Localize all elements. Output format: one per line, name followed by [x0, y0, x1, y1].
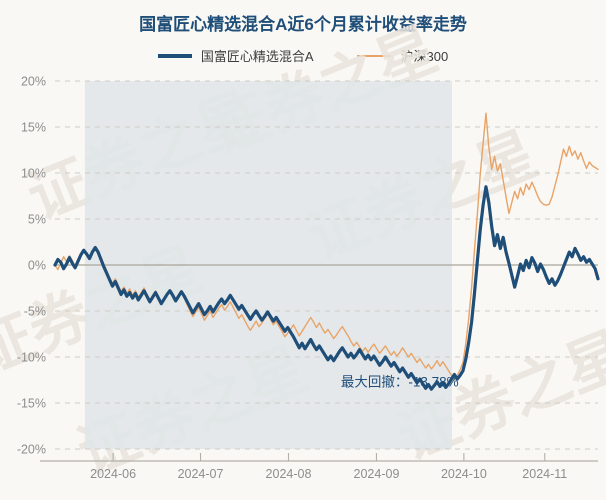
legend-label-fund: 国富匠心精选混合A — [200, 49, 314, 64]
x-axis-tick-label: 2024-07 — [178, 467, 224, 481]
gridlines — [40, 80, 598, 462]
x-axis-labels: 2024-06 2024-07 2024-08 2024-09 2024-10 2024-… — [90, 453, 567, 481]
x-axis-tick-label: 2024-10 — [441, 467, 487, 481]
page-title: 国富匠心精选混合A近6个月累计收益率走势 — [139, 15, 467, 34]
y-axis-labels: 20% 15% 10% 5% 0% -5% -10% -15% -20% — [17, 75, 46, 457]
legend-label-index: 沪深300 — [400, 49, 449, 64]
legend-swatch-index-icon — [357, 54, 392, 57]
y-axis-tick-label: 0% — [28, 259, 46, 273]
x-axis-tick-label: 2024-09 — [354, 467, 400, 481]
y-axis-tick-label: 10% — [21, 167, 46, 181]
y-axis-tick-label: -10% — [17, 351, 46, 365]
x-axis-tick-label: 2024-08 — [266, 467, 312, 481]
data-series — [53, 112, 600, 391]
x-axis-tick-label: 2024-11 — [522, 467, 567, 481]
y-axis-tick-label: 5% — [28, 213, 46, 227]
y-axis-tick-label: -20% — [17, 443, 46, 457]
legend-item-fund[interactable]: 国富匠心精选混合A — [157, 46, 314, 65]
x-axis-tick-label: 2024-06 — [90, 467, 136, 481]
chart-legend: 国富匠心精选混合A 沪深300 — [0, 46, 606, 65]
y-axis-tick-label: -5% — [24, 305, 46, 319]
y-axis-tick-label: 15% — [21, 121, 46, 135]
y-axis-tick-label: -15% — [17, 397, 46, 411]
series-line-fund — [53, 185, 600, 391]
legend-swatch-fund-icon — [157, 53, 192, 58]
max-drawdown-label: 最大回撤：-13.78% — [341, 374, 459, 389]
y-axis-tick-label: 20% — [21, 75, 46, 89]
max-drawdown-annotation: 最大回撤：-13.78% — [341, 374, 459, 389]
legend-item-index[interactable]: 沪深300 — [357, 46, 448, 65]
